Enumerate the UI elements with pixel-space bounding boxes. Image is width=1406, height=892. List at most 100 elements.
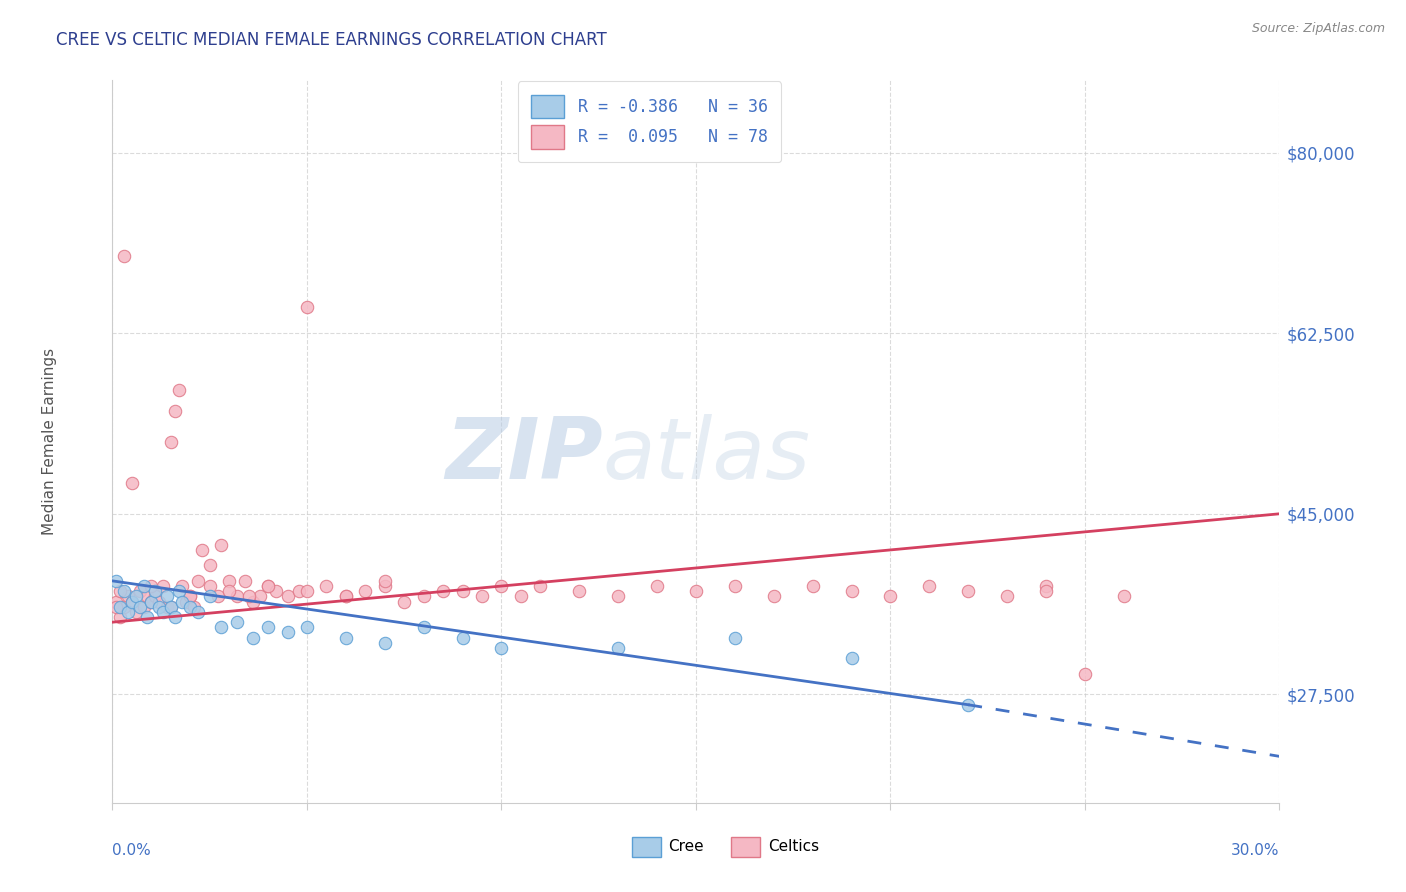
- Point: [226, 615, 249, 630]
- Text: atlas: atlas: [603, 415, 811, 498]
- Text: 0.0%: 0.0%: [112, 843, 152, 857]
- Point: [374, 574, 396, 588]
- Point: [242, 631, 264, 645]
- Point: [841, 651, 863, 665]
- Point: [179, 590, 201, 604]
- Text: 30.0%: 30.0%: [1232, 843, 1279, 857]
- Point: [509, 590, 531, 604]
- Text: Celtics: Celtics: [768, 838, 820, 854]
- Point: [242, 594, 264, 608]
- Point: [607, 590, 630, 604]
- Point: [198, 590, 221, 604]
- Point: [187, 574, 209, 588]
- Point: [491, 640, 513, 655]
- Point: [374, 636, 396, 650]
- Point: [957, 698, 980, 712]
- Point: [172, 579, 194, 593]
- Point: [315, 579, 337, 593]
- Point: [112, 599, 135, 614]
- Point: [529, 579, 551, 593]
- Point: [394, 594, 416, 608]
- Point: [841, 584, 863, 599]
- Point: [172, 594, 194, 608]
- FancyBboxPatch shape: [631, 837, 661, 857]
- Point: [957, 584, 980, 599]
- Point: [121, 594, 143, 608]
- Point: [491, 579, 513, 593]
- Point: [128, 584, 150, 599]
- Point: [233, 574, 256, 588]
- Point: [257, 620, 280, 634]
- Legend: R = -0.386   N = 36, R =  0.095   N = 78: R = -0.386 N = 36, R = 0.095 N = 78: [517, 81, 780, 161]
- Text: CREE VS CELTIC MEDIAN FEMALE EARNINGS CORRELATION CHART: CREE VS CELTIC MEDIAN FEMALE EARNINGS CO…: [56, 31, 607, 49]
- Point: [117, 590, 139, 604]
- Point: [156, 590, 179, 604]
- Point: [152, 579, 174, 593]
- Point: [160, 434, 183, 449]
- Point: [1035, 579, 1057, 593]
- Point: [451, 631, 474, 645]
- Point: [132, 599, 155, 614]
- Point: [801, 579, 824, 593]
- Point: [121, 475, 143, 490]
- Point: [125, 605, 148, 619]
- Point: [117, 605, 139, 619]
- Point: [879, 590, 901, 604]
- Point: [167, 584, 190, 599]
- Point: [152, 605, 174, 619]
- Point: [136, 610, 159, 624]
- Point: [105, 574, 128, 588]
- Point: [191, 542, 214, 557]
- Point: [238, 590, 260, 604]
- Point: [226, 590, 249, 604]
- Point: [209, 538, 232, 552]
- Point: [183, 599, 205, 614]
- Point: [187, 605, 209, 619]
- Point: [1035, 584, 1057, 599]
- Point: [568, 584, 591, 599]
- Point: [143, 590, 166, 604]
- Point: [276, 625, 298, 640]
- Point: [249, 590, 271, 604]
- Point: [685, 584, 707, 599]
- Point: [645, 579, 668, 593]
- Point: [412, 590, 434, 604]
- Point: [295, 620, 318, 634]
- Point: [374, 579, 396, 593]
- Point: [264, 584, 287, 599]
- Point: [176, 594, 198, 608]
- Point: [1112, 590, 1135, 604]
- Point: [112, 584, 135, 599]
- Point: [160, 599, 183, 614]
- Text: Cree: Cree: [668, 838, 703, 854]
- Point: [112, 249, 135, 263]
- Point: [607, 640, 630, 655]
- Y-axis label: Median Female Earnings: Median Female Earnings: [42, 348, 56, 535]
- FancyBboxPatch shape: [731, 837, 761, 857]
- Point: [1074, 666, 1097, 681]
- Point: [128, 599, 150, 614]
- Point: [163, 403, 186, 417]
- Point: [148, 599, 170, 614]
- Point: [207, 590, 229, 604]
- Point: [295, 584, 318, 599]
- Point: [179, 599, 201, 614]
- Text: ZIP: ZIP: [444, 415, 603, 498]
- Point: [132, 579, 155, 593]
- Point: [110, 610, 132, 624]
- Text: Source: ZipAtlas.com: Source: ZipAtlas.com: [1251, 22, 1385, 36]
- Point: [218, 584, 240, 599]
- Point: [762, 590, 785, 604]
- Point: [148, 594, 170, 608]
- Point: [105, 599, 128, 614]
- Point: [218, 574, 240, 588]
- Point: [257, 579, 280, 593]
- Point: [141, 579, 163, 593]
- Point: [471, 590, 494, 604]
- Point: [110, 599, 132, 614]
- Point: [125, 590, 148, 604]
- Point: [354, 584, 377, 599]
- Point: [143, 584, 166, 599]
- Point: [209, 620, 232, 634]
- Point: [167, 383, 190, 397]
